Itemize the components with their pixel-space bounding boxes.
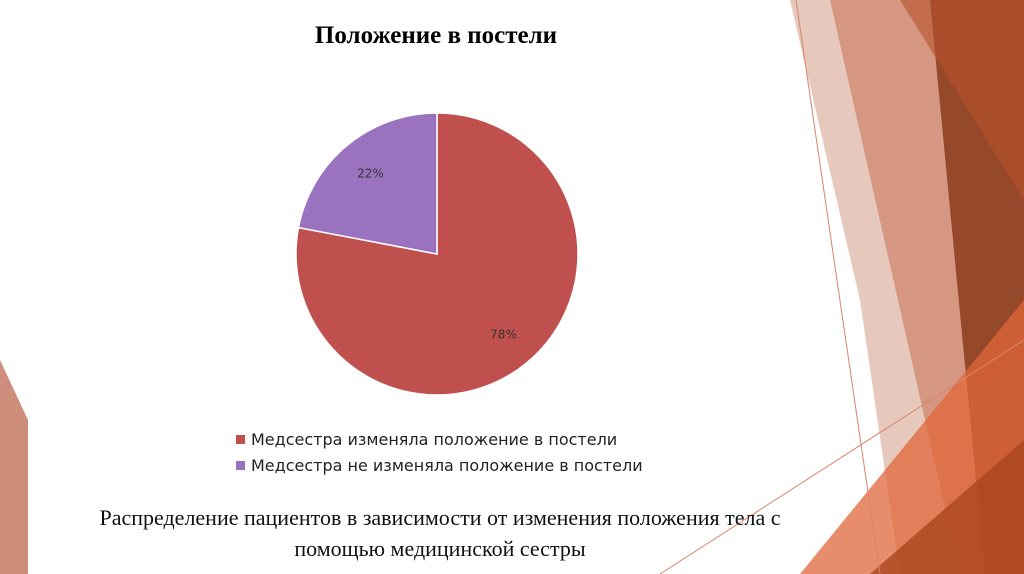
- data-label-0: 78%: [490, 327, 517, 341]
- data-label-1: 22%: [357, 167, 384, 181]
- caption-line-1: Распределение пациентов в зависимости от…: [99, 505, 781, 530]
- legend-label-0: Медсестра изменяла положение в постели: [251, 429, 618, 449]
- pie-slice-1: [297, 112, 438, 255]
- legend-label-1: Медсестра не изменяла положение в постел…: [251, 455, 643, 475]
- legend-item-0: Медсестра изменяла положение в постели: [236, 426, 736, 452]
- caption-line-2: помощью медицинской сестры: [294, 536, 586, 561]
- chart-legend: Медсестра изменяла положение в постели М…: [236, 426, 736, 478]
- legend-item-1: Медсестра не изменяла положение в постел…: [236, 452, 736, 478]
- chart-title: Положение в постели: [314, 22, 558, 49]
- legend-swatch-1: [236, 460, 245, 470]
- legend-swatch-0: [236, 434, 245, 444]
- slide-caption: Распределение пациентов в зависимости от…: [40, 502, 840, 564]
